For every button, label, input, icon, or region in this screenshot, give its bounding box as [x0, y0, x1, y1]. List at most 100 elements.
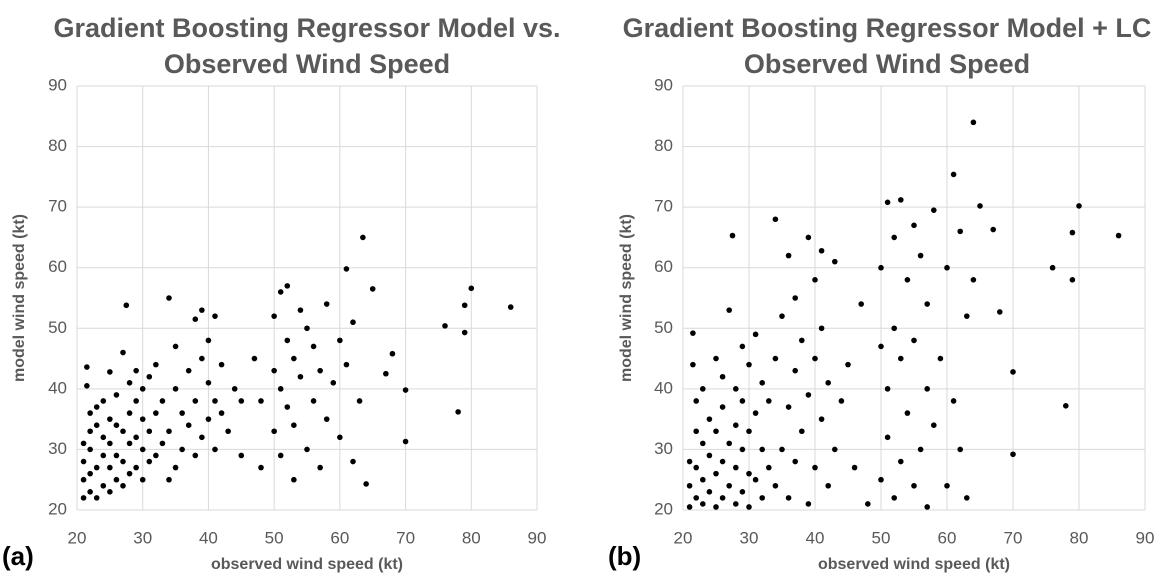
scatter-point — [107, 369, 113, 375]
scatter-point — [120, 428, 126, 435]
scatter-point — [1010, 451, 1016, 458]
scatter-point — [146, 428, 153, 435]
scatter-point — [931, 207, 937, 213]
scatter-point — [126, 380, 133, 386]
scatter-point — [113, 452, 120, 459]
scatter-point — [93, 404, 100, 410]
scatter-point — [258, 464, 264, 471]
scatter-point — [126, 470, 133, 477]
x-tick-label: 60 — [330, 528, 349, 547]
scatter-point — [851, 464, 858, 471]
scatter-point — [238, 452, 245, 459]
scatter-point — [126, 410, 133, 416]
scatter-point — [713, 470, 719, 477]
scatter-point — [700, 501, 706, 507]
scatter-point — [858, 301, 864, 307]
scatter-point — [726, 440, 732, 447]
y-tick-label: 30 — [654, 439, 673, 458]
scatter-point — [402, 438, 409, 445]
x-tick-label: 30 — [133, 528, 152, 547]
x-tick-label: 40 — [806, 528, 825, 547]
scatter-point — [1063, 403, 1069, 409]
scatter-point — [185, 422, 192, 429]
scatter-point — [884, 199, 891, 206]
scatter-point — [719, 373, 726, 380]
scatter-point — [100, 482, 107, 489]
scatter-point — [977, 203, 983, 209]
scatter-point — [310, 343, 317, 350]
scatter-point — [713, 355, 719, 362]
scatter-point — [507, 304, 514, 310]
scatter-point — [363, 481, 369, 487]
scatter-point — [690, 361, 696, 368]
y-tick-label: 70 — [654, 197, 673, 216]
scatter-point — [964, 495, 970, 501]
scatter-point — [733, 386, 739, 392]
scatter-point — [693, 398, 699, 404]
chart-title: Gradient Boosting Regressor Model vs. — [53, 13, 560, 43]
scatter-point — [713, 428, 719, 435]
scatter-point — [785, 252, 792, 259]
scatter-point — [739, 446, 746, 453]
scatter-point — [766, 398, 772, 404]
x-tick-label: 90 — [528, 528, 547, 547]
scatter-point — [153, 452, 159, 459]
scatter-point — [944, 264, 950, 271]
scatter-point — [166, 295, 172, 301]
scatter-point — [878, 264, 884, 271]
scatter-point — [205, 337, 212, 344]
x-tick-label: 70 — [396, 528, 415, 547]
y-tick-label: 60 — [48, 257, 67, 276]
scatter-point — [924, 386, 930, 392]
y-tick-label: 80 — [654, 136, 673, 155]
scatter-point — [746, 470, 752, 477]
scatter-point — [139, 386, 146, 392]
scatter-point — [337, 434, 343, 441]
scatter-point — [700, 386, 706, 392]
scatter-point — [291, 355, 297, 362]
scatter-point — [350, 319, 356, 326]
y-tick-label: 20 — [48, 499, 67, 518]
scatter-point — [917, 252, 924, 259]
scatter-point — [799, 337, 805, 344]
scatter-point — [805, 234, 812, 241]
scatter-point — [310, 398, 317, 404]
chart-title: Observed Wind Speed — [164, 49, 450, 79]
scatter-point — [199, 355, 205, 362]
scatter-point — [192, 398, 199, 404]
scatter-point — [461, 302, 468, 309]
scatter-point — [343, 361, 350, 368]
scatter-point — [323, 301, 330, 307]
scatter-point — [120, 482, 126, 489]
scatter-point — [199, 434, 205, 441]
scatter-point — [360, 234, 366, 241]
scatter-point — [792, 458, 798, 465]
scatter-point — [911, 337, 917, 344]
scatter-point — [733, 422, 739, 429]
x-tick-label: 20 — [68, 528, 87, 547]
scatter-point — [752, 476, 759, 483]
scatter-point — [212, 313, 218, 319]
scatter-point — [865, 501, 871, 507]
scatter-point — [713, 504, 719, 510]
scatter-point — [87, 410, 93, 416]
scatter-point — [693, 464, 699, 471]
scatter-point — [153, 410, 159, 416]
scatter-point — [924, 504, 930, 510]
scatter-point — [964, 313, 970, 319]
scatter-point — [107, 440, 113, 447]
scatter-point — [970, 277, 977, 283]
scatter-point — [120, 349, 126, 356]
scatter-point — [746, 361, 752, 368]
scatter-point — [317, 367, 323, 374]
scatter-point — [937, 355, 944, 362]
scatter-point — [231, 386, 238, 392]
scatter-point — [706, 489, 713, 495]
panel-label: (b) — [608, 541, 641, 571]
y-tick-label: 50 — [48, 318, 67, 337]
x-tick-label: 40 — [199, 528, 218, 547]
scatter-point — [159, 440, 166, 447]
scatter-point — [739, 398, 746, 404]
scatter-point — [686, 482, 693, 489]
